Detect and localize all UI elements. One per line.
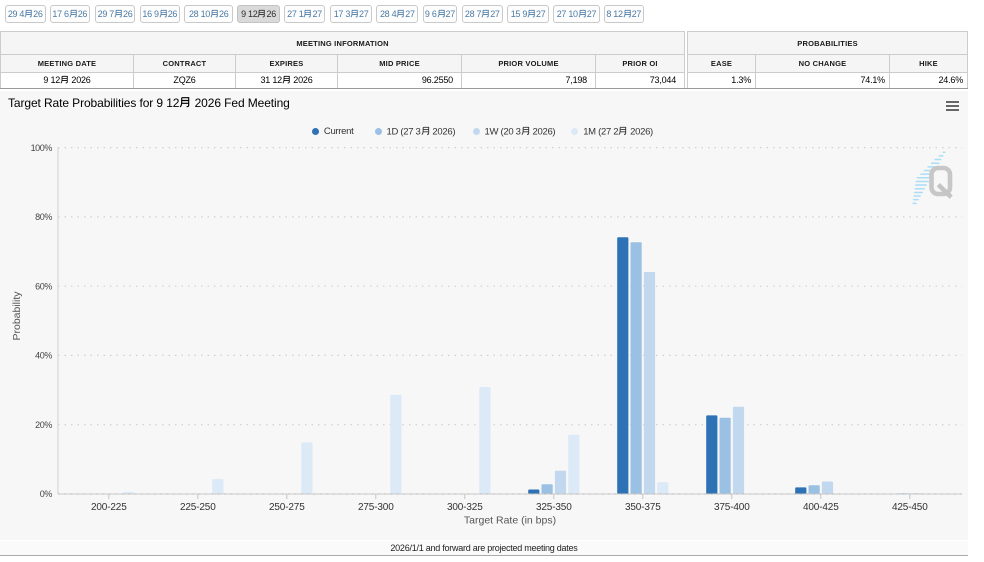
svg-text:Probability: Probability — [11, 291, 23, 341]
svg-text:0%: 0% — [40, 489, 53, 499]
svg-text:80%: 80% — [35, 212, 52, 222]
svg-text:60%: 60% — [35, 281, 52, 291]
svg-text:225-250: 225-250 — [180, 502, 216, 513]
svg-text:20%: 20% — [35, 420, 52, 430]
svg-text:425-450: 425-450 — [892, 502, 928, 513]
svg-text:40%: 40% — [35, 351, 52, 361]
svg-text:350-375: 350-375 — [625, 502, 661, 513]
svg-text:100%: 100% — [31, 143, 53, 153]
svg-text:250-275: 250-275 — [269, 502, 305, 513]
svg-text:300-325: 300-325 — [447, 502, 483, 513]
svg-text:Target Rate (in bps): Target Rate (in bps) — [464, 515, 556, 527]
svg-text:200-225: 200-225 — [91, 502, 127, 513]
svg-text:400-425: 400-425 — [803, 502, 839, 513]
svg-text:375-400: 375-400 — [714, 502, 750, 513]
svg-text:325-350: 325-350 — [536, 502, 572, 513]
svg-text:275-300: 275-300 — [358, 502, 394, 513]
